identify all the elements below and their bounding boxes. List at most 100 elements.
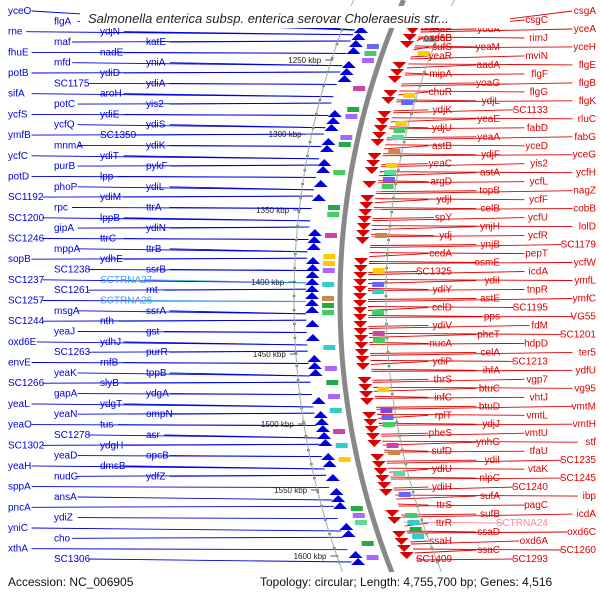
gene-label: yceA: [574, 24, 597, 35]
leader-line: [369, 253, 429, 258]
leader-line: [169, 144, 322, 147]
gene-label: ttrB: [146, 244, 162, 255]
leader-line: [370, 235, 525, 238]
reverse-gene-arrow: [317, 432, 332, 439]
gene-label: pepT: [525, 249, 548, 260]
leader-line: [118, 424, 317, 427]
gene-label: xthA: [8, 544, 28, 555]
gene-label: ydiL: [146, 182, 165, 193]
gene-label: potD: [8, 171, 29, 182]
category-block: [353, 86, 366, 91]
reverse-gene-arrow: [306, 243, 321, 250]
category-block: [323, 254, 336, 259]
leader-line: [123, 217, 311, 222]
leader-line: [373, 208, 573, 211]
forward-gene-arrow: [359, 202, 374, 209]
reverse-gene-arrow: [351, 33, 366, 40]
leader-line: [388, 127, 525, 130]
forward-gene-arrow: [402, 34, 417, 41]
gene-label: ymfB: [8, 130, 31, 141]
leader-line: [72, 536, 344, 539]
gene-label: ycfH: [576, 168, 596, 179]
category-block: [423, 37, 436, 42]
leader-line: [370, 360, 429, 365]
leader-line: [368, 314, 482, 317]
category-block: [393, 471, 406, 476]
reverse-gene-arrow: [318, 439, 333, 446]
gene-label: mviN: [525, 51, 548, 62]
leader-line: [369, 244, 562, 249]
reverse-gene-arrow: [308, 369, 323, 376]
gene-label: yeaR: [429, 51, 452, 62]
leader-line: [371, 225, 573, 228]
gene-label: astE: [480, 294, 500, 305]
gene-label: ssaE: [430, 24, 453, 35]
forward-gene-arrow: [370, 139, 385, 146]
category-block: [372, 282, 385, 287]
leader-line: [368, 288, 429, 290]
leader-line: [398, 504, 525, 507]
category-block: [322, 296, 334, 301]
leader-line: [401, 82, 477, 85]
leader-line: [373, 387, 477, 392]
leader-line: [145, 279, 307, 284]
gene-label: yeaD: [54, 451, 77, 462]
forward-gene-arrow: [394, 538, 409, 545]
leader-line: [368, 271, 525, 275]
reverse-gene-arrow: [305, 292, 319, 299]
reverse-gene-arrow: [354, 26, 368, 33]
gene-label: phoP: [54, 182, 78, 193]
gene-label: vmtH: [573, 419, 596, 430]
gene-label: ydiE: [100, 109, 120, 120]
gene-label: pncA: [8, 502, 31, 513]
gene-label: rimJ: [529, 33, 548, 44]
gene-label: sufB: [480, 509, 500, 520]
category-block: [338, 457, 351, 462]
leader-line: [169, 164, 318, 167]
leader-line: [381, 432, 525, 437]
category-block: [340, 135, 353, 140]
reverse-gene-arrow: [311, 397, 326, 404]
forward-gene-arrow: [353, 272, 368, 279]
gene-label: SC1238: [54, 265, 91, 276]
inner-ring-guide: [385, 0, 455, 600]
reverse-gene-arrow: [305, 320, 320, 327]
gene-label: potC: [54, 99, 75, 110]
category-block: [326, 380, 339, 385]
gene-label: flgA: [54, 16, 72, 27]
gene-label: oxd6E: [8, 337, 37, 348]
gene-label: rnt: [146, 285, 158, 296]
gene-label: csgC: [525, 15, 548, 26]
forward-gene-arrow: [359, 391, 374, 398]
gene-label: stf: [585, 437, 596, 448]
gene-label: hdpD: [524, 338, 548, 349]
leader-line: [396, 99, 477, 102]
leader-line: [134, 133, 325, 136]
reverse-gene-arrow: [331, 495, 346, 502]
gene-label: SC1257: [8, 296, 45, 307]
gene-label: purB: [54, 161, 75, 172]
leader-line: [370, 244, 477, 247]
leader-line: [123, 93, 334, 98]
leader-line: [414, 46, 573, 49]
leader-line: [410, 540, 429, 543]
gene-label: sufD: [431, 446, 452, 457]
leader-line: [123, 362, 309, 364]
leader-line: [374, 395, 429, 398]
gene-label: purR: [146, 347, 168, 358]
leader-line: [369, 252, 525, 255]
leader-line: [169, 62, 343, 67]
gene-label: fabD: [527, 123, 548, 134]
gene-label: SC1261: [54, 285, 91, 296]
kbp-tick-label: 1250 kbp: [288, 56, 321, 65]
category-block: [328, 205, 340, 210]
gene-label: ycfF: [529, 195, 548, 206]
gene-label: ydhE: [100, 254, 123, 265]
gene-label: rluC: [578, 114, 596, 125]
gene-label: csgA: [574, 6, 597, 17]
leader-line: [88, 558, 352, 563]
leader-line: [373, 207, 477, 210]
reverse-gene-arrow: [316, 166, 331, 173]
leader-line: [395, 494, 578, 497]
gene-label: ydjI: [436, 195, 452, 206]
